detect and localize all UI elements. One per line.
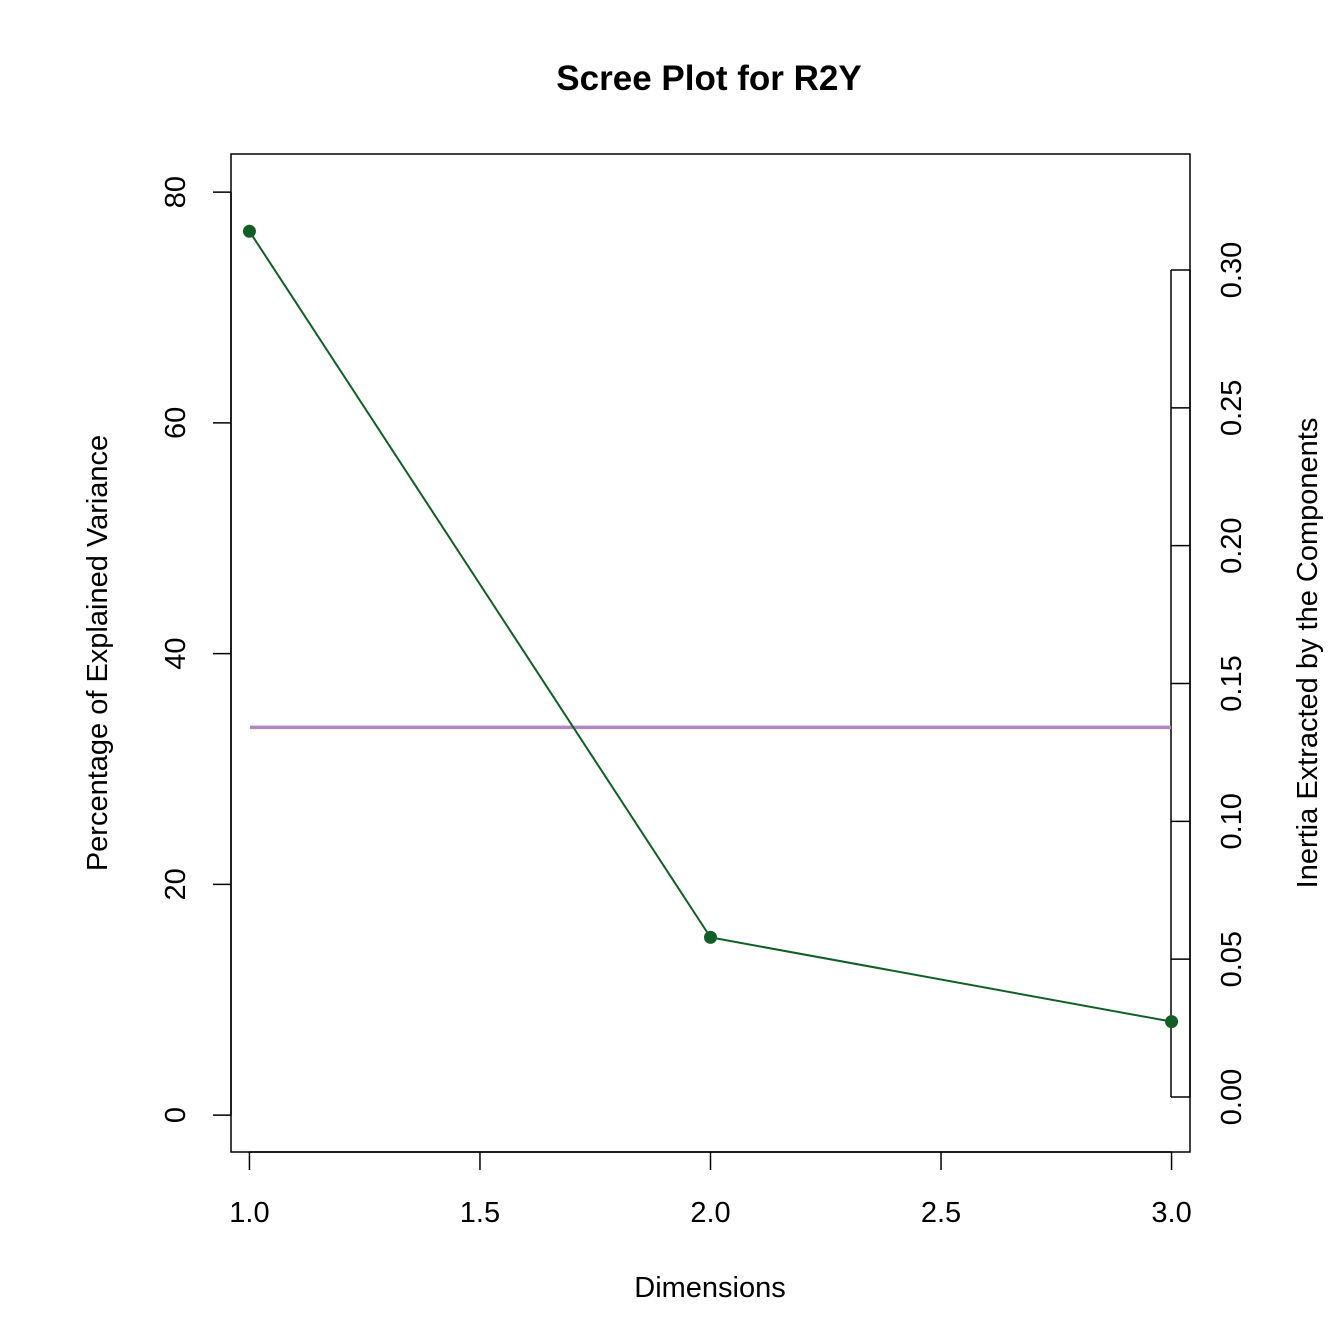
x-tick-label: 2.5 — [921, 1197, 961, 1229]
x-tick-label: 1.0 — [229, 1197, 269, 1229]
y-axis: 0 20 40 60 80 — [160, 176, 232, 1123]
y-axis-label: Percentage of Explained Variance — [82, 435, 114, 871]
data-point — [1165, 1015, 1179, 1029]
y2-axis-label: Inertia Extracted by the Components — [1292, 418, 1324, 889]
x-axis: 1.0 1.5 2.0 2.5 3.0 — [229, 1151, 1192, 1229]
chart-title: Scree Plot for R2Y — [556, 59, 861, 98]
x-tick-label: 3.0 — [1151, 1197, 1191, 1229]
y-tick-label: 20 — [160, 868, 192, 900]
y2-tick-label: 0.25 — [1216, 380, 1248, 436]
x-axis-label: Dimensions — [634, 1272, 786, 1304]
series-line — [242, 224, 1179, 1029]
plot-frame — [230, 153, 1191, 1153]
x-tick-label: 1.5 — [460, 1197, 500, 1229]
data-point — [704, 930, 717, 944]
y-tick-label: 80 — [160, 176, 192, 208]
y2-tick-label: 0.20 — [1216, 517, 1248, 573]
y-tick-label: 40 — [160, 637, 192, 669]
y2-tick-label: 0.00 — [1216, 1069, 1248, 1125]
y2-tick-label: 0.30 — [1216, 242, 1248, 298]
secondary-y-axis: 0.00 0.05 0.10 0.15 0.20 0.25 0.30 — [1170, 242, 1248, 1125]
y-tick-label: 60 — [160, 407, 192, 439]
y2-tick-label: 0.10 — [1216, 793, 1248, 849]
x-tick-label: 2.0 — [690, 1197, 730, 1229]
data-point — [242, 224, 256, 238]
y2-tick-label: 0.05 — [1216, 931, 1248, 987]
y-tick-label: 0 — [160, 1107, 192, 1123]
y2-tick-label: 0.15 — [1216, 655, 1248, 711]
series-polyline — [248, 230, 1172, 1023]
